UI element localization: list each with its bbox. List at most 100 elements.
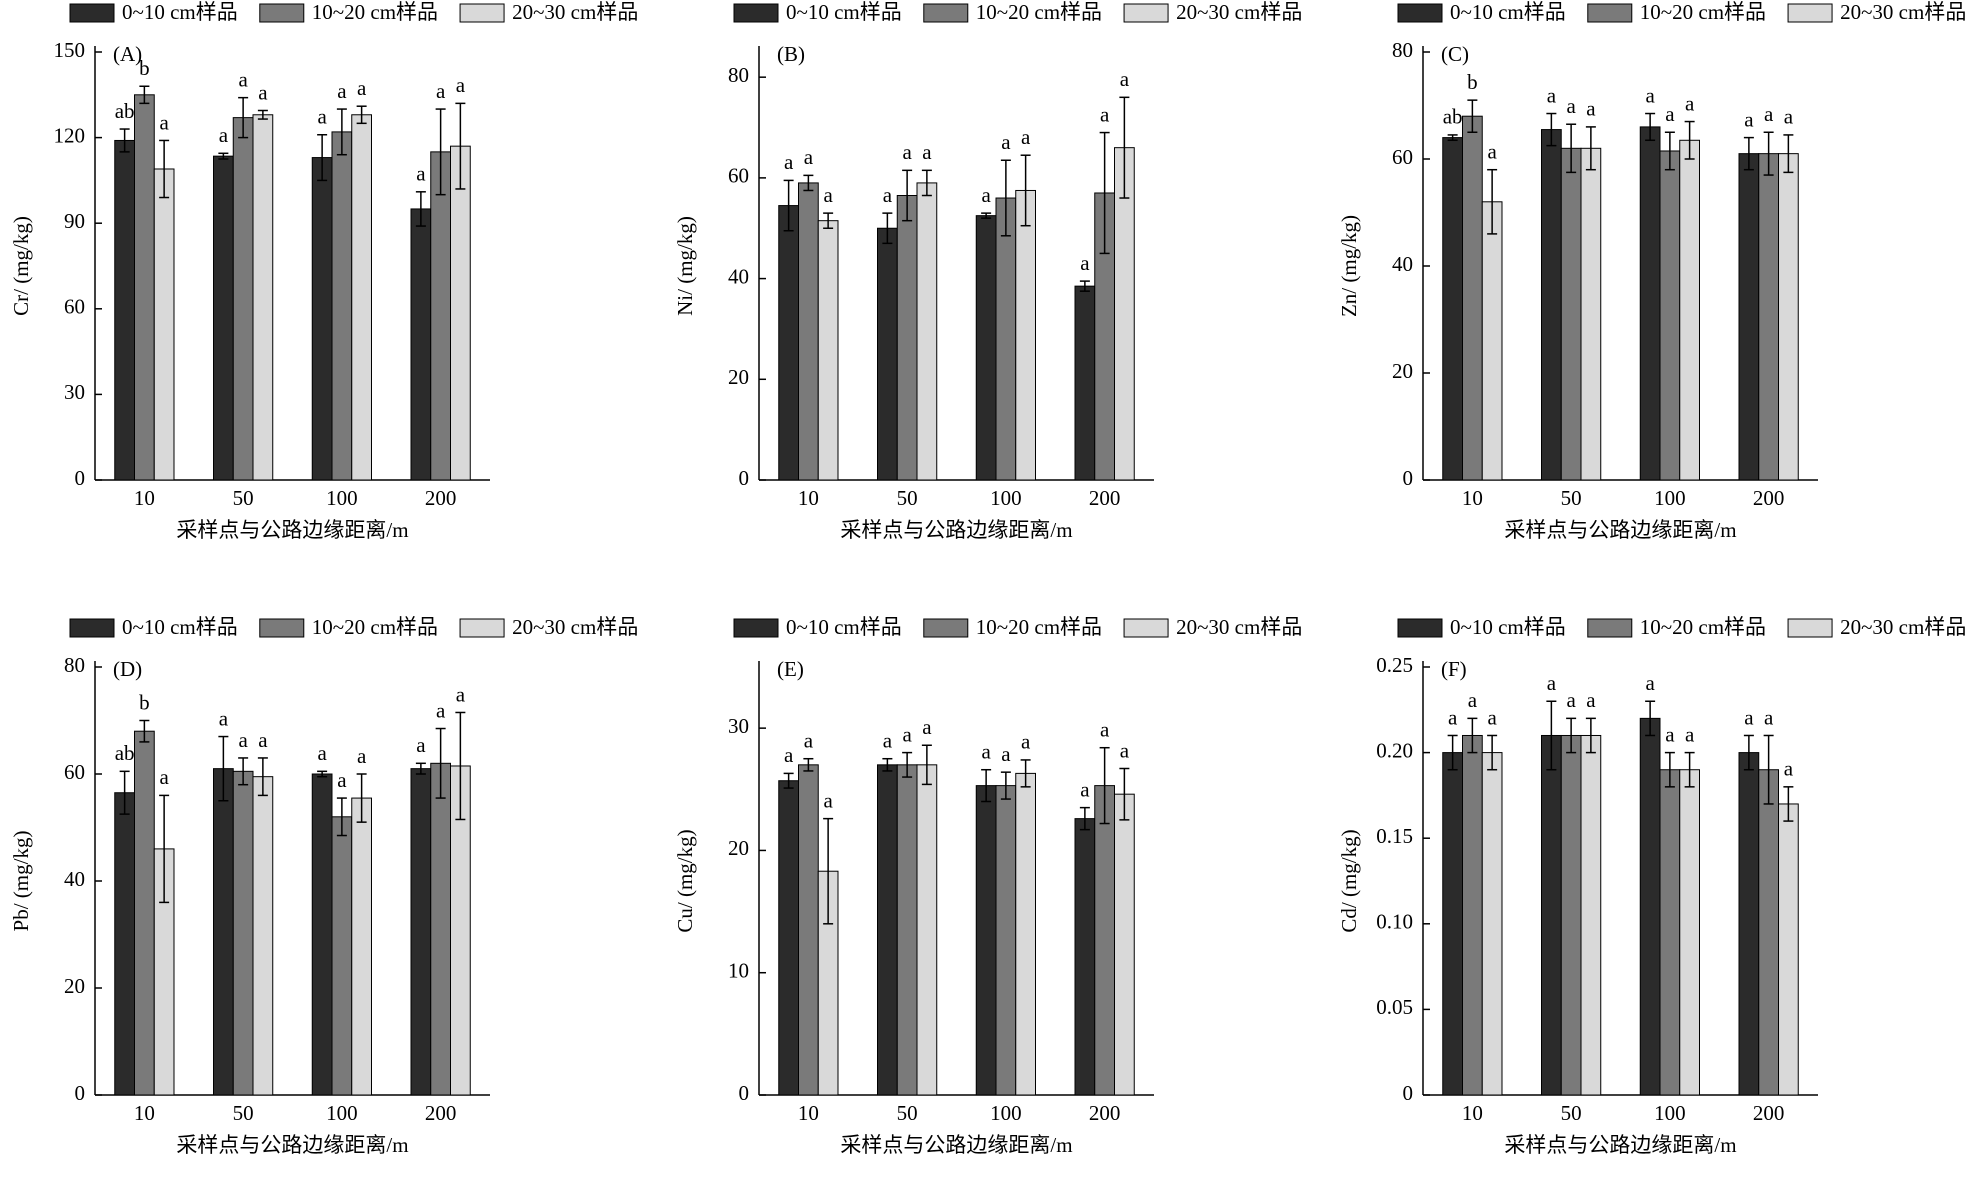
y-tick-label: 40 [1392,252,1413,276]
y-tick-label: 40 [64,867,85,891]
y-tick-label: 20 [728,836,749,860]
bar [975,785,997,1096]
error-bar [1743,734,1754,771]
significance-letter: a [823,183,833,207]
error-bar [317,770,328,778]
legend-label: 20~30 cm样品 [1176,615,1302,639]
significance-letter: a [337,79,347,103]
bar [1679,139,1700,481]
significance-letter: a [159,765,169,789]
significance-letter: a [902,140,912,164]
x-axis-label: 采样点与公路边缘距离/m [1504,518,1736,542]
y-tick-label: 40 [728,264,749,288]
bar [1560,147,1582,481]
error-bar [882,757,893,772]
bar [1580,147,1602,481]
x-tick-label: 50 [233,1101,254,1125]
bar [213,768,234,1096]
error-bar [1020,154,1031,227]
error-bar [1566,717,1577,754]
x-tick-label: 200 [1089,1101,1121,1125]
error-bar [1467,717,1478,754]
significance-letter: a [1448,705,1458,729]
bar [1639,126,1661,481]
bar [134,94,155,481]
bar [1541,734,1562,1096]
significance-letter: a [883,183,893,207]
bar [1778,803,1799,1096]
significance-letter: a [416,733,426,757]
significance-letter: a [981,183,991,207]
bar [1114,793,1135,1096]
bar [1074,818,1096,1096]
y-tick-label: 0 [1403,1081,1414,1105]
significance-letter: a [1566,688,1576,712]
error-bar [1467,99,1478,133]
error-bar [455,711,466,821]
error-bar [317,133,328,182]
y-tick-label: 0 [1403,466,1414,490]
bar [430,762,451,1096]
bar [798,182,819,481]
error-bar [218,735,229,802]
error-bar [356,773,367,823]
significance-letter: a [238,67,248,91]
bar [995,785,1017,1096]
bar [1560,734,1582,1096]
bar [213,155,234,481]
error-bar [238,96,249,139]
significance-letter: a [1487,705,1497,729]
significance-letter: a [1120,67,1130,91]
x-tick-label: 10 [798,1101,819,1125]
legend-label: 20~30 cm样品 [512,615,638,639]
significance-letter: a [1468,688,1478,712]
error-bar [783,179,794,232]
bar [351,797,372,1096]
bar [896,195,918,481]
error-bar [139,85,150,105]
bar [1738,752,1760,1096]
significance-letter: a [981,740,991,764]
x-axis-label: 采样点与公路边缘距离/m [176,1133,408,1157]
significance-letter: a [1784,757,1794,781]
panel-label: (B) [777,42,805,66]
bar [1015,772,1036,1096]
bar [252,776,274,1096]
y-tick-label: 60 [1392,145,1413,169]
error-bar [238,757,249,786]
error-bar [1000,771,1011,800]
significance-letter: a [823,788,833,812]
significance-letter: a [258,80,268,104]
panel-label: (A) [113,42,142,66]
error-bar [336,108,347,156]
significance-letter: a [1744,705,1754,729]
legend-swatch [733,618,779,638]
y-tick-label: 60 [64,295,85,319]
error-bar [1099,131,1110,255]
bar [410,768,432,1096]
legend-label: 10~20 cm样品 [1640,615,1766,639]
panel-label: (E) [777,657,804,681]
x-tick-label: 200 [425,486,457,510]
significance-letter: a [883,729,893,753]
bar [778,205,799,481]
legend-swatch [69,618,115,638]
legend-swatch [459,618,505,638]
error-bar [1664,131,1675,171]
bar [450,145,471,481]
error-bar [1566,123,1577,174]
bar [877,764,898,1096]
legend-swatch [259,3,305,23]
significance-letter: b [139,690,150,714]
x-tick-label: 200 [1753,1101,1785,1125]
bar [1738,153,1760,481]
legend-swatch [1123,618,1169,638]
bar [410,208,432,481]
error-bar [902,169,913,222]
error-bar [921,744,932,786]
legend-label: 10~20 cm样品 [312,615,438,639]
x-tick-label: 100 [1654,486,1686,510]
panel-label: (C) [1441,42,1469,66]
significance-letter: a [317,105,327,129]
y-tick-label: 90 [64,209,85,233]
